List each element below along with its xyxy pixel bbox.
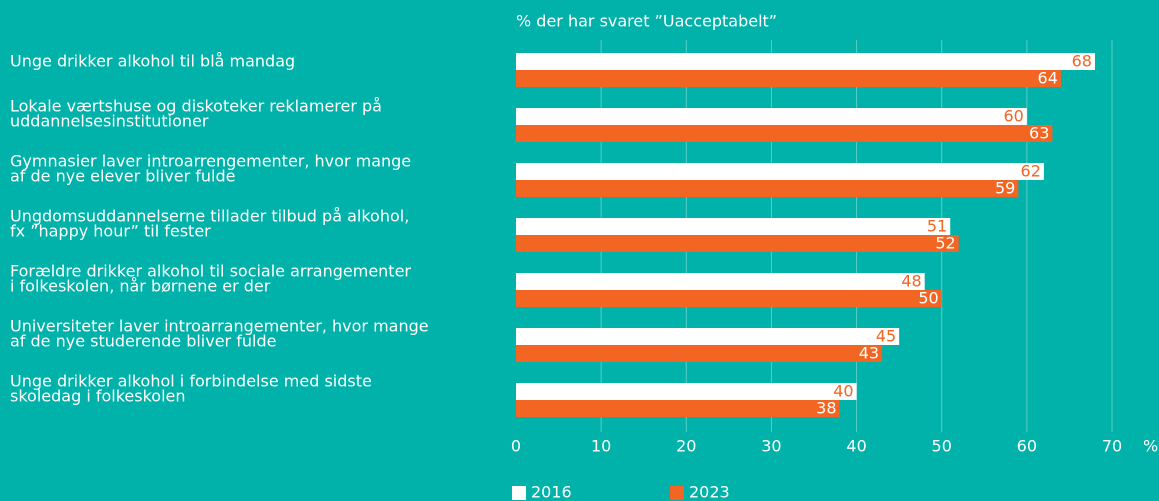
category-label: uddannelsesinstitutioner bbox=[10, 112, 209, 131]
category-label: Unge drikker alkohol til blå mandag bbox=[10, 52, 295, 71]
value-label: 64 bbox=[1038, 69, 1058, 88]
bar bbox=[516, 125, 1053, 142]
value-label: 50 bbox=[918, 289, 938, 308]
bar bbox=[516, 383, 857, 400]
bar bbox=[516, 400, 840, 417]
value-label: 38 bbox=[816, 399, 836, 418]
value-label: 45 bbox=[876, 327, 896, 346]
category-label: Unge drikker alkohol i forbindelse med s… bbox=[10, 372, 372, 391]
category-label: Ungdomsuddannelserne tillader tilbud på … bbox=[10, 207, 409, 226]
value-label: 68 bbox=[1072, 52, 1092, 71]
value-label: 59 bbox=[995, 179, 1015, 198]
x-tick-label: 50 bbox=[932, 437, 952, 456]
category-label: fx ”happy hour” til fester bbox=[10, 222, 211, 241]
value-label: 43 bbox=[859, 344, 879, 363]
bar bbox=[516, 273, 925, 290]
bar bbox=[516, 180, 1019, 197]
legend-label: 2016 bbox=[531, 483, 572, 501]
x-tick-label: 60 bbox=[1017, 437, 1037, 456]
value-label: 48 bbox=[901, 272, 921, 291]
bar bbox=[516, 328, 900, 345]
category-label: af de nye studerende bliver fulde bbox=[10, 332, 276, 351]
bar bbox=[516, 108, 1027, 125]
category-label: Forældre drikker alkohol til sociale arr… bbox=[10, 262, 411, 281]
bar bbox=[516, 290, 942, 307]
category-label: skoledag i folkeskolen bbox=[10, 387, 186, 406]
value-label: 60 bbox=[1003, 107, 1023, 126]
category-label: Universiteter laver introarrangementer, … bbox=[10, 317, 429, 336]
bar bbox=[516, 163, 1044, 180]
x-tick-label: 10 bbox=[591, 437, 611, 456]
legend-swatch bbox=[670, 486, 684, 500]
x-tick-label: 40 bbox=[846, 437, 866, 456]
legend-label: 2023 bbox=[689, 483, 730, 501]
chart-title: % der har svaret ”Uacceptabelt” bbox=[516, 12, 777, 31]
x-tick-label: 0 bbox=[511, 437, 521, 456]
bar bbox=[516, 70, 1061, 87]
legend-swatch bbox=[512, 486, 526, 500]
value-label: 40 bbox=[833, 382, 853, 401]
category-label: af de nye elever bliver fulde bbox=[10, 167, 236, 186]
category-label: Lokale værtshuse og diskoteker reklamere… bbox=[10, 97, 382, 116]
value-label: 62 bbox=[1021, 162, 1041, 181]
category-label: i folkeskolen, når børnene er der bbox=[10, 277, 271, 296]
bar bbox=[516, 235, 959, 252]
x-axis-unit: % bbox=[1143, 437, 1158, 456]
x-tick-label: 20 bbox=[676, 437, 696, 456]
category-label: Gymnasier laver introarrengementer, hvor… bbox=[10, 152, 411, 171]
x-tick-label: 70 bbox=[1102, 437, 1122, 456]
value-label: 52 bbox=[935, 234, 955, 253]
bar bbox=[516, 345, 883, 362]
x-tick-label: 30 bbox=[761, 437, 781, 456]
bar bbox=[516, 53, 1095, 70]
value-label: 51 bbox=[927, 217, 947, 236]
bar bbox=[516, 218, 951, 235]
value-label: 63 bbox=[1029, 124, 1049, 143]
